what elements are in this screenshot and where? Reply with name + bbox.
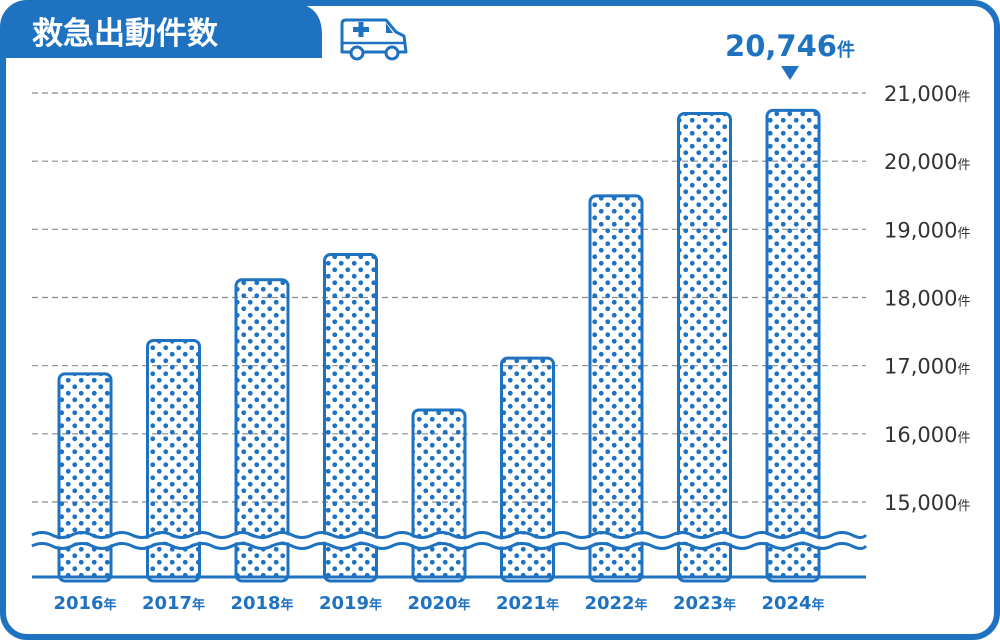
- bars: [57, 108, 821, 583]
- y-tick-label: 19,000件: [884, 218, 971, 242]
- highlight-unit: 件: [837, 39, 855, 61]
- x-tick-label: 2018年: [230, 593, 293, 614]
- highlight-label: 20,746件: [725, 29, 855, 63]
- highlight-arrow: [781, 66, 799, 80]
- y-tick-label: 17,000件: [884, 355, 971, 379]
- y-tick-label: 20,000件: [884, 150, 971, 174]
- bar-2024年: [765, 108, 821, 583]
- x-tick-label: 2023年: [673, 593, 736, 614]
- chart-title: 救急出動件数: [32, 16, 218, 52]
- bar-2022年: [588, 194, 644, 583]
- axis-break-wave-1: [31, 531, 868, 539]
- y-axis-tick-labels: 15,000件 16,000件 17,000件 18,000件 19,000件 20,00…: [884, 82, 971, 515]
- y-tick-label: 21,000件: [884, 82, 971, 106]
- x-tick-label: 2016年: [53, 593, 116, 614]
- ambulance-icon: [340, 18, 408, 61]
- x-tick-label: 2022年: [584, 593, 647, 614]
- x-tick-label: 2019年: [319, 593, 382, 614]
- y-tick-label: 18,000件: [884, 287, 971, 311]
- highlight-callout: 20,746件: [725, 29, 855, 80]
- bar-2021年: [500, 356, 555, 583]
- axis-break-gap: [32, 534, 866, 547]
- x-tick-label: 2017年: [142, 593, 205, 614]
- bar-2017年: [146, 338, 201, 583]
- axis-break-wave-2: [31, 542, 868, 550]
- y-tick-label: 16,000件: [884, 423, 971, 447]
- x-tick-label: 2020年: [407, 593, 470, 614]
- highlight-number: 20,746: [725, 29, 837, 63]
- x-tick-label: 2024年: [761, 593, 824, 614]
- x-axis-tick-labels: 2016年 2017年 2018年 2019年 2020年 2021年 2022年 2023年…: [53, 593, 824, 614]
- y-tick-label: 15,000件: [884, 491, 971, 515]
- bar-2016年: [57, 372, 113, 583]
- axis-break-waves: [31, 531, 868, 550]
- bar-2019年: [323, 253, 378, 583]
- bar-2020年: [411, 408, 467, 583]
- x-tick-label: 2021年: [496, 593, 559, 614]
- bar-2023年: [677, 111, 732, 583]
- title-tab: [3, 3, 322, 58]
- bar-2018年: [234, 278, 290, 583]
